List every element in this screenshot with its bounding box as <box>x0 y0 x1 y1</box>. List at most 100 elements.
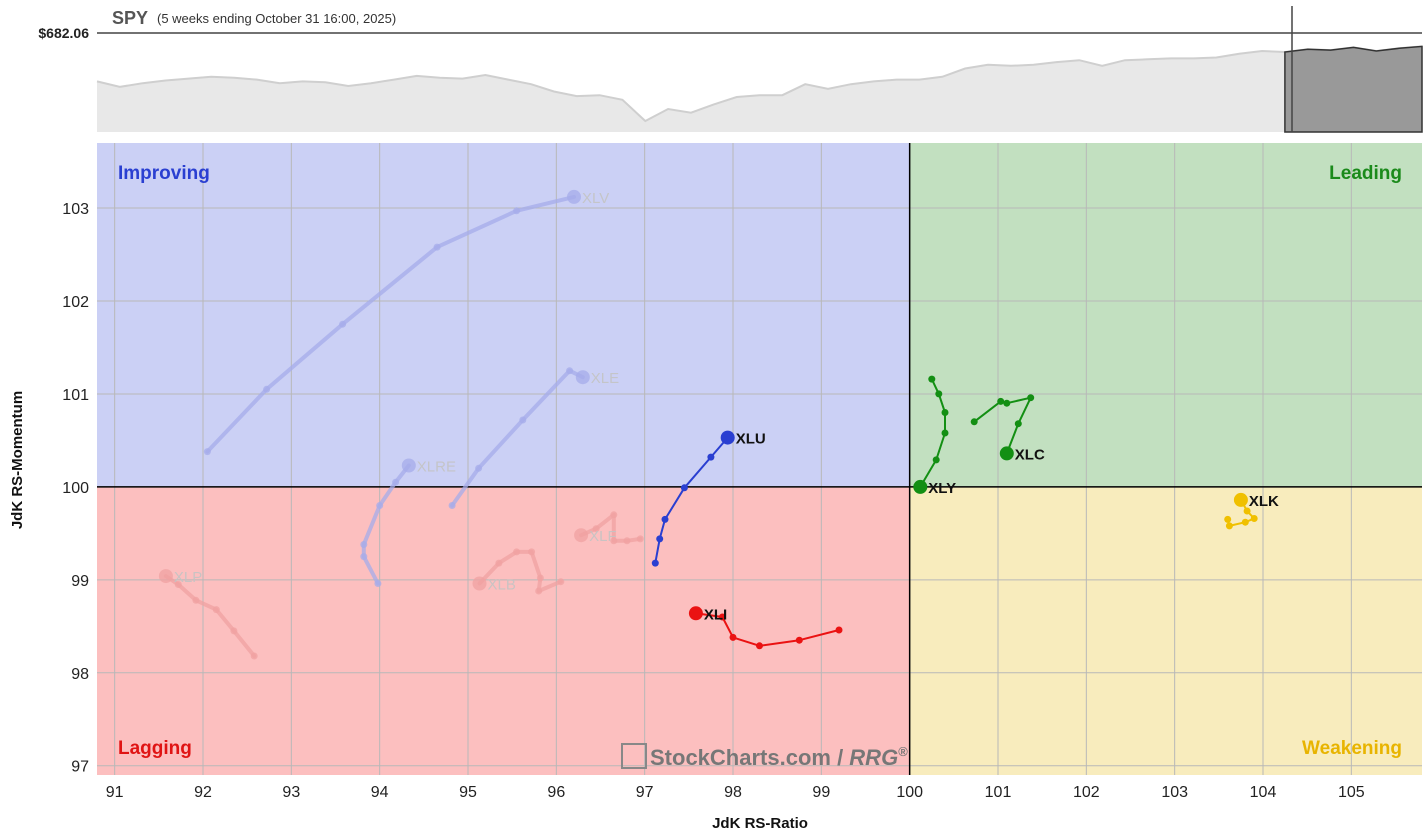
tail-point <box>941 409 949 416</box>
spy-price-label: $682.06 <box>38 25 89 41</box>
watermark-sep: / <box>831 745 849 770</box>
tail-point <box>212 606 220 614</box>
tail-head-xlu[interactable] <box>720 430 735 445</box>
tail-xlre[interactable]: XLRE <box>360 458 456 588</box>
x-axis-label: JdK RS-Ratio <box>712 815 808 832</box>
tail-point <box>535 587 543 595</box>
x-tick-label: 99 <box>812 784 830 801</box>
quadrant-label-lagging: Lagging <box>118 738 192 759</box>
watermark-product: RRG <box>849 745 898 770</box>
y-axis-ticks: 97 98 99 100 101 102 103 <box>62 201 89 776</box>
tail-label-xlre: XLRE <box>417 459 456 476</box>
tail-point <box>651 559 659 567</box>
rrg-tails: XLV XLE XLRE XLP XLB XLF XLU XLI XLY XLC XLK <box>158 189 1279 660</box>
x-axis-ticks: 91 92 93 94 95 96 97 98 99 100 101 102 103 104 105 <box>106 784 1365 801</box>
tail-point <box>935 390 943 398</box>
tail-xlc[interactable]: XLC <box>970 394 1045 463</box>
quadrant-label-leading: Leading <box>1329 163 1402 184</box>
tail-head-xlk[interactable] <box>1233 492 1248 507</box>
tail-xlk[interactable]: XLK <box>1224 492 1279 530</box>
y-tick-label: 101 <box>62 387 89 404</box>
tail-point <box>1250 515 1258 522</box>
tail-point <box>519 416 527 424</box>
tail-xle[interactable]: XLE <box>448 367 620 509</box>
watermark-text: StockCharts.com / RRG® <box>650 744 908 770</box>
spy-symbol: SPY <box>112 8 148 28</box>
tail-point <box>433 243 441 251</box>
stockcharts-watermark: StockCharts.com / RRG® <box>621 743 908 770</box>
x-tick-label: 97 <box>636 784 654 801</box>
x-tick-label: 94 <box>371 784 389 801</box>
tail-head-xlf[interactable] <box>574 528 589 543</box>
tail-point <box>997 397 1005 405</box>
tail-point <box>513 207 521 215</box>
tail-label-xle: XLE <box>591 370 619 387</box>
tail-head-xle[interactable] <box>575 370 590 385</box>
tail-xlp[interactable]: XLP <box>158 569 258 660</box>
tail-label-xlf: XLF <box>589 528 617 545</box>
tail-point <box>536 574 544 582</box>
tail-point <box>192 596 200 604</box>
tail-point <box>610 511 618 519</box>
tail-head-xly[interactable] <box>913 479 928 494</box>
tail-point <box>513 548 521 556</box>
tail-xlu[interactable]: XLU <box>651 430 766 567</box>
tail-xlf[interactable]: XLF <box>574 511 644 545</box>
tail-line-xlv <box>205 194 576 454</box>
x-tick-label: 103 <box>1161 784 1188 801</box>
tail-label-xlu: XLU <box>736 431 766 448</box>
y-tick-label: 103 <box>62 201 89 218</box>
tail-point <box>475 464 483 472</box>
tail-label-xlc: XLC <box>1015 446 1045 463</box>
x-tick-label: 102 <box>1073 784 1100 801</box>
spy-period: (5 weeks ending October 31 16:00, 2025) <box>157 11 396 26</box>
tail-point <box>795 636 803 644</box>
tail-label-xli: XLI <box>704 606 727 623</box>
tail-xlb[interactable]: XLB <box>472 548 565 595</box>
spy-price-strip <box>96 45 1423 133</box>
x-tick-label: 96 <box>547 784 565 801</box>
tail-point <box>1225 522 1233 530</box>
spy-recent-area <box>1284 45 1423 133</box>
tail-xli[interactable]: XLI <box>688 606 843 650</box>
tail-point <box>360 541 368 548</box>
y-tick-label: 102 <box>62 294 89 311</box>
stockcharts-logo-icon <box>621 743 647 769</box>
tail-point <box>729 633 737 641</box>
x-tick-label: 95 <box>459 784 477 801</box>
tail-point <box>557 578 565 586</box>
tail-point <box>623 537 631 545</box>
spy-area <box>97 46 1422 132</box>
tail-head-xlc[interactable] <box>999 446 1014 461</box>
tail-point <box>592 525 600 533</box>
quadrant-leading <box>909 143 1422 487</box>
y-tick-label: 97 <box>71 759 89 776</box>
tail-point <box>932 456 940 464</box>
tail-label-xlv: XLV <box>582 190 609 207</box>
tail-xly[interactable]: XLY <box>913 375 956 497</box>
tail-head-xlre[interactable] <box>401 458 416 473</box>
tail-point <box>263 385 271 393</box>
tail-xlv[interactable]: XLV <box>203 189 609 456</box>
quadrant-label-weakening: Weakening <box>1302 738 1402 759</box>
tail-point <box>339 320 347 328</box>
tail-point <box>174 581 182 588</box>
tail-point <box>1027 394 1035 402</box>
quadrant-labels: Improving Leading Lagging Weakening <box>118 163 1402 759</box>
tail-head-xlb[interactable] <box>472 576 487 591</box>
tail-label-xlp: XLP <box>174 569 202 586</box>
y-tick-label: 98 <box>71 666 89 683</box>
tail-label-xlb: XLB <box>488 577 516 594</box>
x-tick-label: 98 <box>724 784 742 801</box>
tail-label-xly: XLY <box>928 480 956 497</box>
tail-head-xlv[interactable] <box>567 189 581 204</box>
tail-point <box>656 535 664 543</box>
spy-line <box>96 45 1423 123</box>
tail-point <box>661 515 669 523</box>
y-tick-label: 100 <box>62 480 89 497</box>
tail-head-xli[interactable] <box>688 606 703 621</box>
x-tick-label: 92 <box>194 784 212 801</box>
tail-point <box>718 613 726 621</box>
tail-head-xlp[interactable] <box>158 569 173 584</box>
